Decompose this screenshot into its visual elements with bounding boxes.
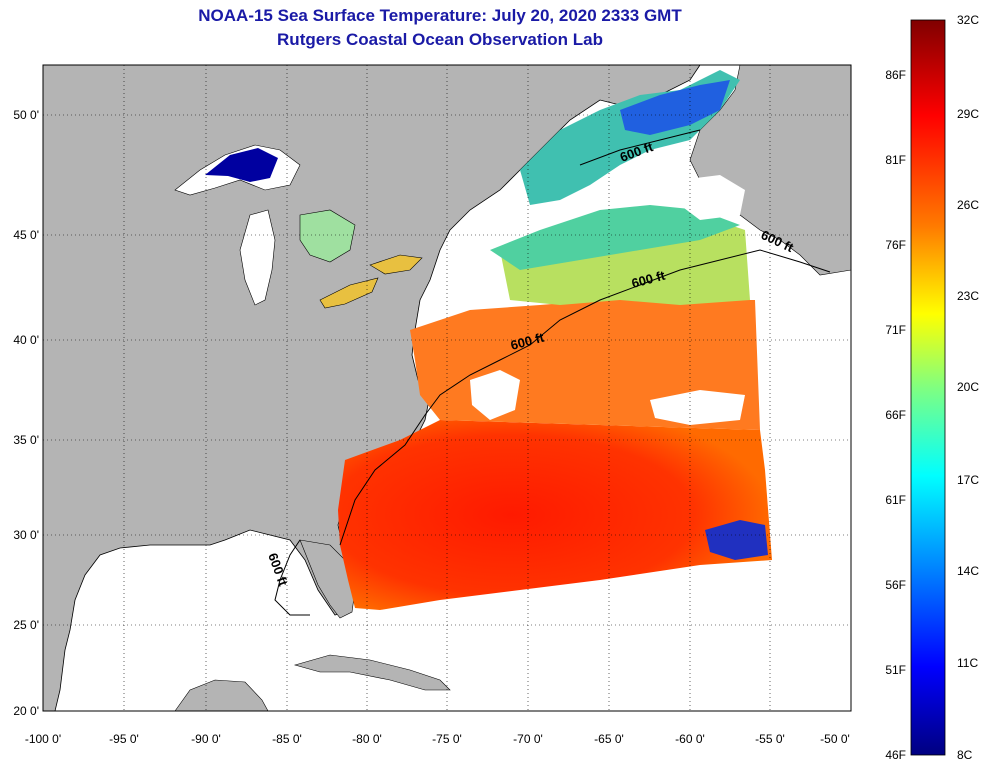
lat-label-25: 25 0': [13, 618, 39, 632]
colorbar-label-29c: 29C: [957, 107, 979, 121]
colorbar-label-66f: 66F: [885, 408, 906, 422]
map-border: [42, 64, 852, 712]
colorbar-label-46f: 46F: [885, 748, 906, 762]
colorbar-label-61f: 61F: [885, 493, 906, 507]
sst-labrador-cold: [620, 80, 730, 135]
colorbar-label-14c: 14C: [957, 564, 979, 578]
colorbar-label-32c: 32C: [957, 13, 979, 27]
colorbar-label-56f: 56F: [885, 578, 906, 592]
sst-gulf-maine: [490, 205, 740, 270]
isobath-600ft: [274, 129, 831, 616]
lon-label-85: -85 0': [272, 732, 302, 746]
cuba-land: [293, 654, 451, 691]
colorbar-label-81f: 81F: [885, 153, 906, 167]
lon-label-100: -100 0': [25, 732, 61, 746]
lat-label-30: 30 0': [13, 528, 39, 542]
colorbar-label-71f: 71F: [885, 323, 906, 337]
lon-label-90: -90 0': [191, 732, 221, 746]
lon-label-65: -65 0': [594, 732, 624, 746]
cloud-patch-2: [650, 390, 745, 425]
lat-label-20: 20 0': [13, 704, 39, 718]
lake-huron: [299, 209, 356, 263]
cloud-patch-3: [680, 175, 745, 220]
lat-label-50: 50 0': [13, 108, 39, 122]
lon-label-75: -75 0': [432, 732, 462, 746]
lat-label-35: 35 0': [13, 433, 39, 447]
lat-label-40: 40 0': [13, 333, 39, 347]
lake-erie: [319, 277, 379, 309]
lat-label-45: 45 0': [13, 228, 39, 242]
lon-label-55: -55 0': [755, 732, 785, 746]
map-subtitle: Rutgers Coastal Ocean Observation Lab: [277, 30, 603, 49]
lon-label-70: -70 0': [513, 732, 543, 746]
graticule: [43, 65, 851, 711]
colorbar-label-8c: 8C: [957, 748, 973, 762]
lon-label-80: -80 0': [352, 732, 382, 746]
colorbar-label-11c: 11C: [957, 656, 978, 670]
lon-label-50: -50 0': [820, 732, 850, 746]
florida-land: [299, 539, 356, 619]
colorbar-label-76f: 76F: [885, 238, 906, 252]
lake-michigan: [239, 209, 276, 306]
sst-warm-region: [338, 420, 772, 610]
colorbar-label-86f: 86F: [885, 68, 906, 82]
map-title: NOAA-15 Sea Surface Temperature: July 20…: [198, 6, 682, 25]
colorbar-label-51f: 51F: [885, 663, 906, 677]
colorbar-label-26c: 26C: [957, 198, 979, 212]
cold-eddy: [705, 520, 768, 560]
lake-ontario: [369, 254, 423, 275]
lake-superior-cold: [205, 148, 278, 182]
lon-label-95: -95 0': [109, 732, 139, 746]
colorbar-label-23c: 23C: [957, 289, 979, 303]
cloud-patch-1: [470, 370, 520, 420]
sst-colorbar: [910, 19, 946, 756]
lon-label-60: -60 0': [675, 732, 705, 746]
colorbar-label-17c: 17C: [957, 473, 979, 487]
colorbar-label-20c: 20C: [957, 380, 979, 394]
